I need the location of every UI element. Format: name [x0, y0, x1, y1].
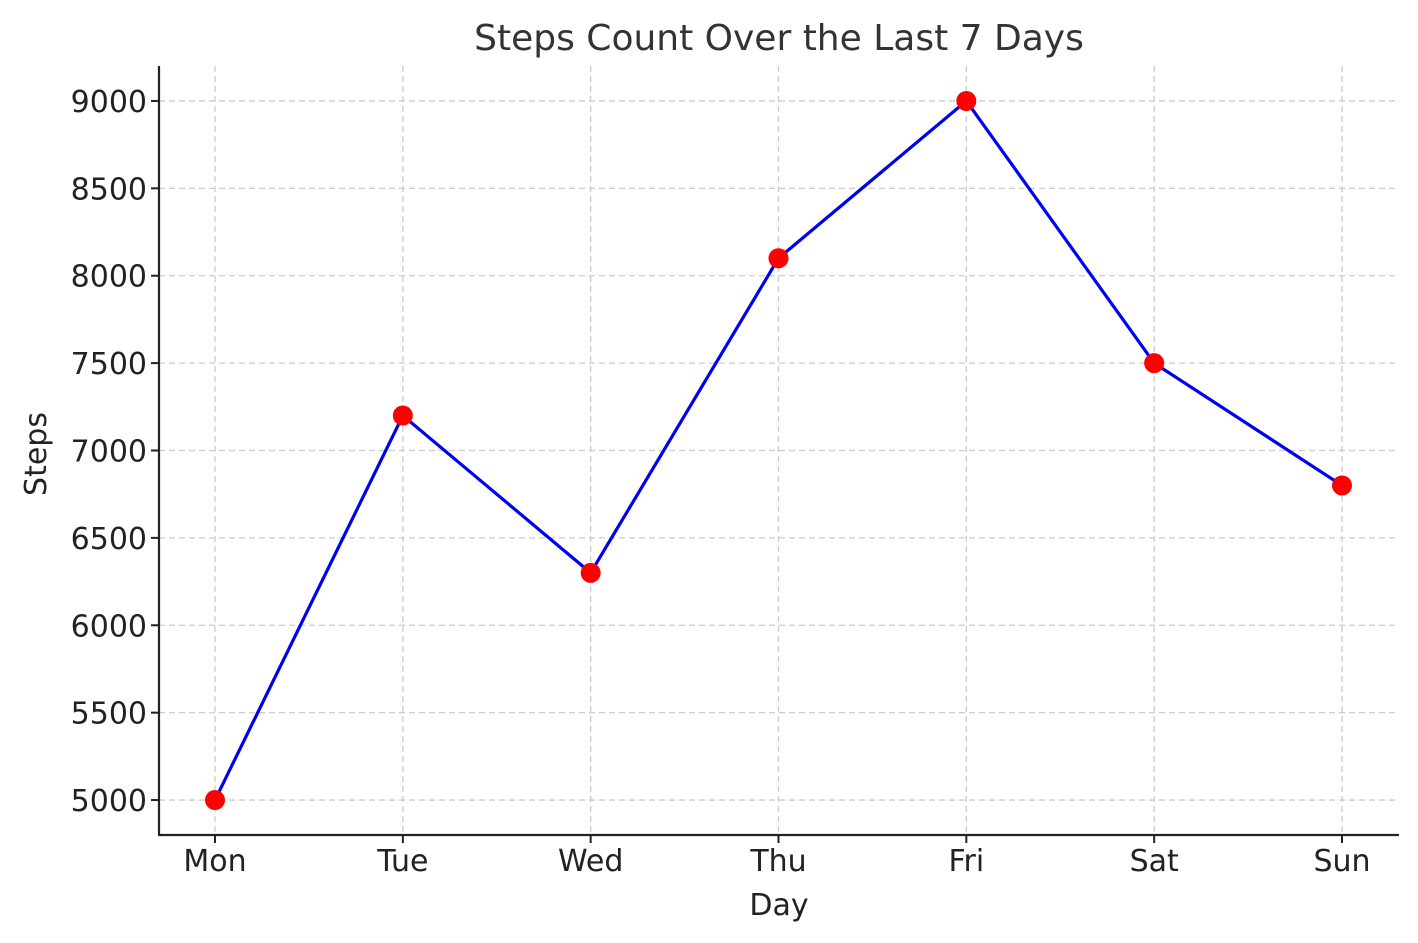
- y-tick-label: 5000: [71, 784, 147, 819]
- x-tick-label: Tue: [376, 844, 428, 879]
- y-tick-label: 7500: [71, 347, 147, 382]
- x-tick-label: Mon: [183, 844, 246, 879]
- data-point-marker: [580, 562, 601, 583]
- y-tick-label: 8500: [71, 172, 147, 207]
- y-tick-label: 6500: [71, 522, 147, 557]
- x-tick-label: Fri: [948, 844, 984, 879]
- chart-title: Steps Count Over the Last 7 Days: [474, 18, 1084, 59]
- x-tick-label: Sat: [1130, 844, 1179, 879]
- y-axis-label: Steps: [19, 412, 54, 496]
- x-tick-label: Wed: [558, 844, 623, 879]
- data-point-marker: [205, 790, 225, 811]
- data-point-marker: [392, 405, 413, 426]
- data-point-marker: [1332, 475, 1352, 496]
- x-tick-label: Thu: [749, 844, 806, 879]
- data-point-marker: [768, 248, 789, 269]
- axes: 5000 5500 6000 6500 7000 7500 8000 8500 9000 Mon T…: [71, 66, 1399, 879]
- data-series: [205, 90, 1352, 811]
- x-tick-label: Sun: [1313, 844, 1370, 879]
- grid: [159, 66, 1399, 835]
- data-point-marker: [1144, 353, 1165, 374]
- x-axis-label: Day: [749, 888, 808, 923]
- y-tick-label: 9000: [71, 85, 147, 120]
- y-tick-label: 7000: [71, 435, 147, 470]
- y-tick-label: 5500: [71, 697, 147, 732]
- data-point-marker: [956, 90, 977, 111]
- y-tick-label: 6000: [71, 609, 147, 644]
- y-tick-label: 8000: [71, 260, 147, 295]
